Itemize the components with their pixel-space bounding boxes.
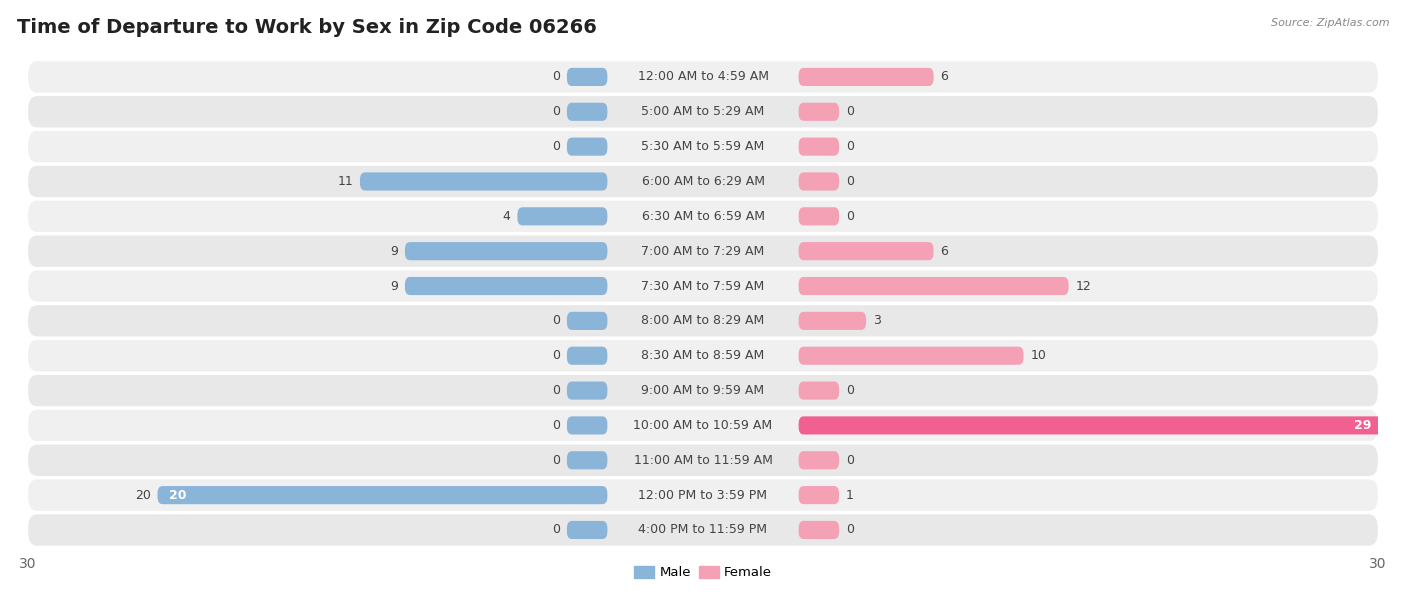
Text: 8:30 AM to 8:59 AM: 8:30 AM to 8:59 AM (641, 349, 765, 362)
FancyBboxPatch shape (567, 347, 607, 365)
Text: 6:30 AM to 6:59 AM: 6:30 AM to 6:59 AM (641, 210, 765, 223)
Text: 9:00 AM to 9:59 AM: 9:00 AM to 9:59 AM (641, 384, 765, 397)
Text: 0: 0 (846, 175, 853, 188)
FancyBboxPatch shape (799, 173, 839, 190)
Text: Time of Departure to Work by Sex in Zip Code 06266: Time of Departure to Work by Sex in Zip … (17, 18, 596, 37)
Text: Source: ZipAtlas.com: Source: ZipAtlas.com (1271, 18, 1389, 28)
FancyBboxPatch shape (405, 242, 607, 260)
FancyBboxPatch shape (799, 347, 1024, 365)
FancyBboxPatch shape (567, 416, 607, 434)
Legend: Male, Female: Male, Female (628, 560, 778, 585)
Text: 0: 0 (846, 384, 853, 397)
FancyBboxPatch shape (28, 305, 1378, 337)
Text: 0: 0 (553, 70, 560, 83)
Text: 9: 9 (391, 245, 398, 258)
FancyBboxPatch shape (799, 137, 839, 156)
Text: 1: 1 (846, 488, 853, 502)
Text: 10:00 AM to 10:59 AM: 10:00 AM to 10:59 AM (634, 419, 772, 432)
FancyBboxPatch shape (28, 375, 1378, 406)
FancyBboxPatch shape (567, 521, 607, 539)
Text: 0: 0 (553, 140, 560, 153)
Text: 0: 0 (846, 105, 853, 118)
Text: 0: 0 (553, 454, 560, 466)
FancyBboxPatch shape (567, 312, 607, 330)
Text: 4:00 PM to 11:59 PM: 4:00 PM to 11:59 PM (638, 524, 768, 537)
Text: 5:00 AM to 5:29 AM: 5:00 AM to 5:29 AM (641, 105, 765, 118)
Text: 0: 0 (553, 349, 560, 362)
Text: 5:30 AM to 5:59 AM: 5:30 AM to 5:59 AM (641, 140, 765, 153)
FancyBboxPatch shape (28, 480, 1378, 511)
FancyBboxPatch shape (567, 103, 607, 121)
FancyBboxPatch shape (567, 137, 607, 156)
Text: 0: 0 (553, 384, 560, 397)
FancyBboxPatch shape (799, 242, 934, 260)
Text: 7:30 AM to 7:59 AM: 7:30 AM to 7:59 AM (641, 280, 765, 293)
Text: 0: 0 (553, 419, 560, 432)
FancyBboxPatch shape (28, 270, 1378, 302)
Text: 9: 9 (391, 280, 398, 293)
Text: 0: 0 (846, 210, 853, 223)
FancyBboxPatch shape (28, 444, 1378, 476)
FancyBboxPatch shape (28, 514, 1378, 546)
Text: 12:00 AM to 4:59 AM: 12:00 AM to 4:59 AM (637, 70, 769, 83)
FancyBboxPatch shape (28, 410, 1378, 441)
Text: 4: 4 (503, 210, 510, 223)
Text: 0: 0 (846, 454, 853, 466)
Text: 12:00 PM to 3:59 PM: 12:00 PM to 3:59 PM (638, 488, 768, 502)
Text: 6: 6 (941, 70, 948, 83)
FancyBboxPatch shape (360, 173, 607, 190)
Text: 11: 11 (337, 175, 353, 188)
FancyBboxPatch shape (567, 451, 607, 469)
FancyBboxPatch shape (799, 312, 866, 330)
Text: 12: 12 (1076, 280, 1091, 293)
Text: 0: 0 (553, 524, 560, 537)
FancyBboxPatch shape (799, 486, 839, 504)
Text: 10: 10 (1031, 349, 1046, 362)
Text: 0: 0 (553, 105, 560, 118)
FancyBboxPatch shape (517, 207, 607, 226)
FancyBboxPatch shape (28, 131, 1378, 162)
FancyBboxPatch shape (799, 277, 1069, 295)
FancyBboxPatch shape (799, 416, 1406, 434)
FancyBboxPatch shape (799, 207, 839, 226)
FancyBboxPatch shape (567, 381, 607, 400)
Text: 11:00 AM to 11:59 AM: 11:00 AM to 11:59 AM (634, 454, 772, 466)
Text: 7:00 AM to 7:29 AM: 7:00 AM to 7:29 AM (641, 245, 765, 258)
FancyBboxPatch shape (28, 236, 1378, 267)
FancyBboxPatch shape (799, 103, 839, 121)
FancyBboxPatch shape (28, 166, 1378, 197)
FancyBboxPatch shape (405, 277, 607, 295)
Text: 8:00 AM to 8:29 AM: 8:00 AM to 8:29 AM (641, 314, 765, 327)
Text: 0: 0 (553, 314, 560, 327)
FancyBboxPatch shape (157, 486, 607, 504)
FancyBboxPatch shape (799, 68, 934, 86)
FancyBboxPatch shape (28, 201, 1378, 232)
FancyBboxPatch shape (28, 61, 1378, 93)
FancyBboxPatch shape (567, 68, 607, 86)
FancyBboxPatch shape (28, 96, 1378, 127)
Text: 6: 6 (941, 245, 948, 258)
Text: 0: 0 (846, 140, 853, 153)
FancyBboxPatch shape (799, 521, 839, 539)
FancyBboxPatch shape (28, 340, 1378, 371)
Text: 6:00 AM to 6:29 AM: 6:00 AM to 6:29 AM (641, 175, 765, 188)
Text: 29: 29 (1354, 419, 1371, 432)
Text: 20: 20 (169, 488, 186, 502)
FancyBboxPatch shape (799, 381, 839, 400)
Text: 3: 3 (873, 314, 880, 327)
Text: 20: 20 (135, 488, 150, 502)
FancyBboxPatch shape (799, 451, 839, 469)
Text: 0: 0 (846, 524, 853, 537)
